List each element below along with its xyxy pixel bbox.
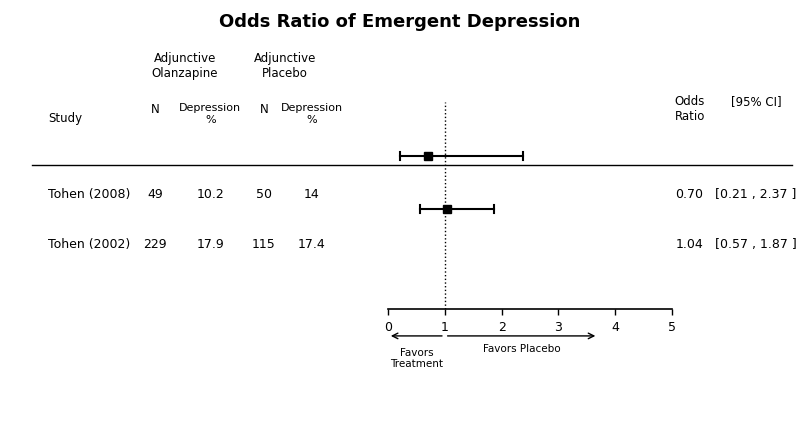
Text: 17.4: 17.4 [298,238,326,251]
Text: 17.9: 17.9 [197,238,224,251]
Text: Favors Placebo: Favors Placebo [482,343,560,353]
Text: Tohen (2008): Tohen (2008) [48,188,130,201]
Text: Odds Ratio of Emergent Depression: Odds Ratio of Emergent Depression [219,13,581,31]
Text: Study: Study [48,112,82,125]
Text: Favors
Treatment: Favors Treatment [390,347,443,369]
Text: Adjunctive
Placebo: Adjunctive Placebo [254,52,316,80]
Text: N: N [151,103,159,116]
Text: Adjunctive
Olanzapine: Adjunctive Olanzapine [151,52,218,80]
Text: 229: 229 [143,238,167,251]
Text: Tohen (2002): Tohen (2002) [48,238,130,251]
Text: 50: 50 [256,188,272,201]
Text: 49: 49 [147,188,163,201]
Text: Depression
%: Depression % [179,103,242,125]
Text: [95% CI]: [95% CI] [730,95,782,108]
Text: 1.04: 1.04 [676,238,703,251]
Text: Odds
Ratio: Odds Ratio [674,95,705,123]
Text: [0.57 , 1.87 ]: [0.57 , 1.87 ] [715,238,797,251]
Text: N: N [260,103,268,116]
Text: 14: 14 [304,188,320,201]
Text: 115: 115 [252,238,276,251]
Text: 0.70: 0.70 [675,188,704,201]
Text: [0.21 , 2.37 ]: [0.21 , 2.37 ] [715,188,797,201]
Text: Depression
%: Depression % [281,103,343,125]
Text: 10.2: 10.2 [197,188,224,201]
